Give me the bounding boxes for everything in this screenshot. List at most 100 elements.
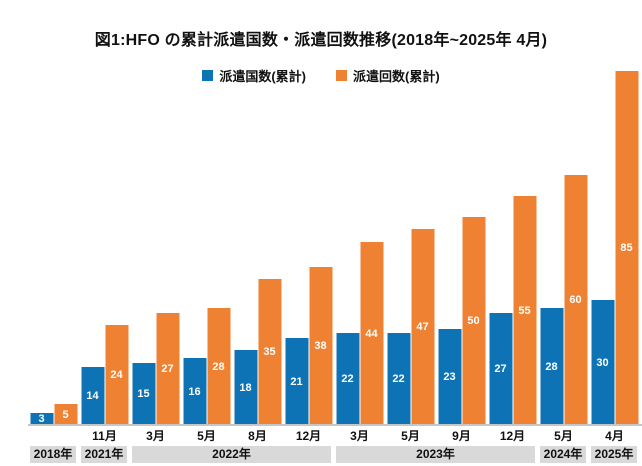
x-axis-year-badge: 2025年	[591, 446, 637, 463]
bar-countries: 14	[81, 367, 104, 425]
bar-group: 23 50	[436, 71, 487, 425]
bar-countries: 22	[387, 333, 410, 425]
plot-area: 3 5 14 24 15 27 16 28 18 35 21 38 22 44 22 47 23 50 27 55 28…	[28, 71, 640, 425]
bar-value-label: 14	[86, 390, 99, 402]
bar-countries: 28	[540, 308, 563, 425]
x-axis-year-badge: 2018年	[30, 446, 76, 463]
x-axis-year-badge: 2024年	[540, 446, 586, 463]
x-axis-month-label: 5月	[401, 429, 420, 443]
bar-value-label: 30	[596, 356, 609, 369]
bar-value-label: 22	[392, 373, 405, 385]
bar-dispatches: 24	[105, 325, 128, 425]
bar-dispatches: 27	[156, 313, 179, 425]
legend: 派遣国数(累計) 派遣回数(累計)	[0, 66, 642, 85]
x-axis-years: 2018年 2021年 2022年 2023年 2024年 2025年	[28, 446, 642, 463]
bars-wrap: 16 28	[183, 308, 230, 425]
bar-value-label: 55	[518, 304, 531, 317]
bar-value-label: 5	[62, 408, 69, 421]
bars-wrap: 21 38	[285, 267, 332, 425]
x-axis-month-label: 3月	[146, 429, 165, 443]
bar-countries: 18	[234, 350, 257, 425]
x-axis-year-badge: 2022年	[132, 446, 331, 463]
x-axis-year-badge: 2021年	[81, 446, 127, 463]
bar-countries: 30	[591, 300, 614, 425]
bar-group: 18 35	[232, 71, 283, 425]
bar-dispatches: 5	[54, 404, 77, 425]
bars-wrap: 28 60	[540, 175, 587, 425]
x-axis-month-label: 3月	[350, 429, 369, 443]
bar-dispatches: 35	[258, 279, 281, 425]
bar-value-label: 38	[314, 340, 327, 352]
bars-wrap: 14 24	[81, 325, 128, 425]
bar-group: 15 27	[130, 71, 181, 425]
bar-dispatches: 50	[462, 217, 485, 425]
bar-value-label: 85	[620, 242, 633, 254]
bars-wrap: 22 47	[387, 229, 434, 425]
x-axis-month-label: 4月	[605, 429, 624, 443]
legend-label-dispatches: 派遣回数(累計)	[353, 69, 440, 84]
bar-dispatches: 60	[564, 175, 587, 425]
x-axis-line	[28, 424, 642, 426]
bar-value-label: 16	[188, 385, 201, 398]
bar-value-label: 24	[110, 369, 123, 381]
x-axis-months: 11月 3月 5月 8月 12月 3月 5月 9月 12月 5月 4月	[28, 429, 640, 444]
bar-value-label: 60	[569, 294, 582, 306]
bar-group: 22 47	[385, 71, 436, 425]
bar-value-label: 35	[263, 346, 276, 358]
x-axis-month-label: 5月	[554, 429, 573, 443]
x-axis-month-label: 12月	[295, 429, 322, 443]
bar-value-label: 44	[365, 327, 378, 340]
bar-value-label: 27	[161, 363, 174, 375]
bar-dispatches: 85	[615, 71, 638, 425]
bar-dispatches: 38	[309, 267, 332, 425]
bars-wrap: 27 55	[489, 196, 536, 425]
bar-group: 22 44	[334, 71, 385, 425]
bar-value-label: 28	[212, 360, 225, 373]
bar-value-label: 18	[239, 381, 252, 394]
chart-title: 図1:HFO の累計派遣国数・派遣回数推移(2018年~2025年 4月)	[94, 32, 548, 49]
bar-group: 21 38	[283, 71, 334, 425]
x-axis-month-label: 12月	[499, 429, 526, 443]
bar-value-label: 3	[38, 413, 45, 425]
legend-swatch-dispatches	[336, 70, 347, 81]
legend-item-countries: 派遣国数(累計)	[202, 66, 306, 85]
bar-value-label: 50	[467, 315, 480, 327]
legend-label-countries: 派遣国数(累計)	[219, 69, 306, 84]
bar-value-label: 21	[290, 375, 303, 388]
legend-swatch-countries	[202, 70, 214, 81]
bar-countries: 21	[285, 338, 308, 425]
bar-dispatches: 47	[411, 229, 434, 425]
bars-wrap: 23 50	[438, 217, 485, 425]
bar-value-label: 27	[494, 363, 507, 375]
bar-countries: 15	[132, 363, 155, 425]
bar-countries: 22	[336, 333, 359, 425]
bar-countries: 23	[438, 329, 461, 425]
bar-dispatches: 55	[513, 196, 536, 425]
legend-item-dispatches: 派遣回数(累計)	[336, 66, 440, 85]
x-axis-month-label: 11月	[92, 429, 117, 443]
x-axis-month-label: 9月	[452, 429, 471, 443]
bar-value-label: 28	[545, 360, 558, 373]
bar-group: 28 60	[538, 71, 589, 425]
bar-value-label: 22	[341, 373, 354, 385]
bar-countries: 16	[183, 358, 206, 425]
x-axis-month-label: 8月	[248, 429, 267, 443]
bars-wrap: 22 44	[336, 242, 383, 425]
bar-countries: 3	[30, 413, 53, 425]
bar-dispatches: 28	[207, 308, 230, 425]
bar-group: 16 28	[181, 71, 232, 425]
bar-dispatches: 44	[360, 242, 383, 425]
x-axis-month-label: 5月	[197, 429, 216, 443]
x-axis-year-badge: 2023年	[336, 446, 535, 463]
bars-wrap: 18 35	[234, 279, 281, 425]
bar-countries: 27	[489, 313, 512, 425]
bar-value-label: 15	[137, 388, 150, 400]
bars-wrap: 30 85	[591, 71, 638, 425]
bars-wrap: 15 27	[132, 313, 179, 425]
bar-group: 14 24	[79, 71, 130, 425]
bar-value-label: 47	[416, 321, 429, 333]
bar-group: 30 85	[589, 71, 640, 425]
